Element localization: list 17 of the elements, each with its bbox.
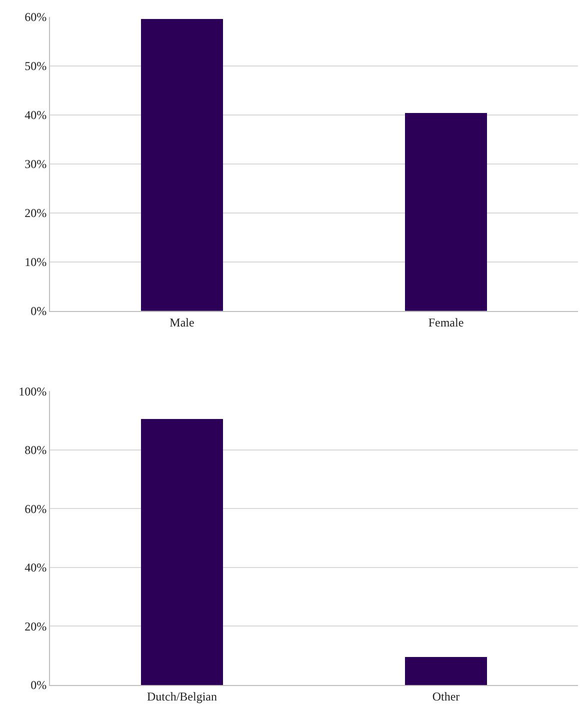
y-tick-label: 60% (24, 502, 47, 516)
y-tick-label: 50% (24, 59, 47, 74)
x-tick-label: Female (428, 315, 464, 330)
y-tick-label: 30% (24, 157, 47, 172)
y-tick-label: 0% (30, 304, 47, 318)
x-tick-label: Dutch/Belgian (147, 689, 217, 704)
x-tick-label: Other (432, 689, 460, 704)
y-tick-label: 40% (24, 560, 47, 575)
y-tick-label: 80% (24, 443, 47, 458)
y-tick-label: 40% (24, 108, 47, 122)
y-tick-label: 20% (24, 206, 47, 220)
y-tick-label: 10% (24, 255, 47, 270)
y-tick-label: 100% (18, 384, 47, 398)
y-tick-label: 60% (24, 10, 47, 24)
y-tick-label: 20% (24, 619, 47, 634)
y-tick-label: 0% (30, 678, 47, 692)
x-tick-label: Male (170, 315, 194, 330)
